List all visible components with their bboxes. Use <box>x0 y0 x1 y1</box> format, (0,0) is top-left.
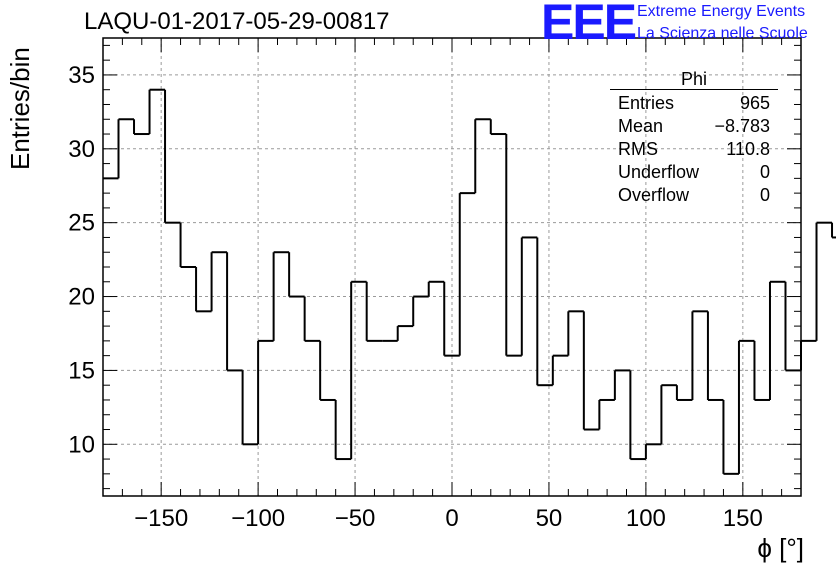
logo-line-2: La Scienza nelle Scuole <box>637 25 808 42</box>
x-tick-label: −50 <box>335 505 376 532</box>
x-axis-label: ϕ [°] <box>757 533 804 563</box>
chart-title: LAQU-01-2017-05-29-00817 <box>84 8 390 35</box>
stats-value: −8.783 <box>714 116 770 136</box>
y-tick-label: 25 <box>68 210 95 237</box>
stats-value: 110.8 <box>726 139 770 159</box>
stats-box: Phi Entries 965 Mean −8.783 RMS 110.8 Un… <box>610 68 778 207</box>
x-tick-label: 100 <box>626 505 666 532</box>
x-tick-label: 0 <box>445 505 458 532</box>
stats-row-underflow: Underflow 0 <box>610 161 778 184</box>
x-tick-label: −150 <box>134 505 188 532</box>
stats-label: Mean <box>618 116 664 136</box>
x-tick-label: −100 <box>231 505 285 532</box>
logo-line-1: Extreme Energy Events <box>637 3 806 20</box>
stats-value: 0 <box>759 162 770 182</box>
x-tick-label: 50 <box>536 505 563 532</box>
eee-logo: EEE <box>541 0 637 50</box>
y-tick-label: 10 <box>68 431 95 458</box>
x-tick-label: 150 <box>723 505 763 532</box>
y-tick-label: 15 <box>68 357 95 384</box>
stats-label: Entries <box>618 93 675 113</box>
stats-row-overflow: Overflow 0 <box>610 184 778 207</box>
stats-value: 0 <box>759 185 770 205</box>
y-tick-label: 20 <box>68 284 95 311</box>
stats-label: RMS <box>618 139 658 159</box>
y-tick-label: 30 <box>68 136 95 163</box>
y-axis-label: Entries/bin <box>5 47 35 170</box>
y-tick-label: 35 <box>68 62 95 89</box>
stats-label: Overflow <box>618 185 690 205</box>
stats-value: 965 <box>739 93 770 113</box>
stats-row-mean: Mean −8.783 <box>610 115 778 138</box>
plot-frame <box>102 37 802 497</box>
stats-label: Underflow <box>618 162 700 182</box>
stats-title: Phi <box>610 68 778 90</box>
stats-row-rms: RMS 110.8 <box>610 138 778 161</box>
stats-row-entries: Entries 965 <box>610 92 778 115</box>
